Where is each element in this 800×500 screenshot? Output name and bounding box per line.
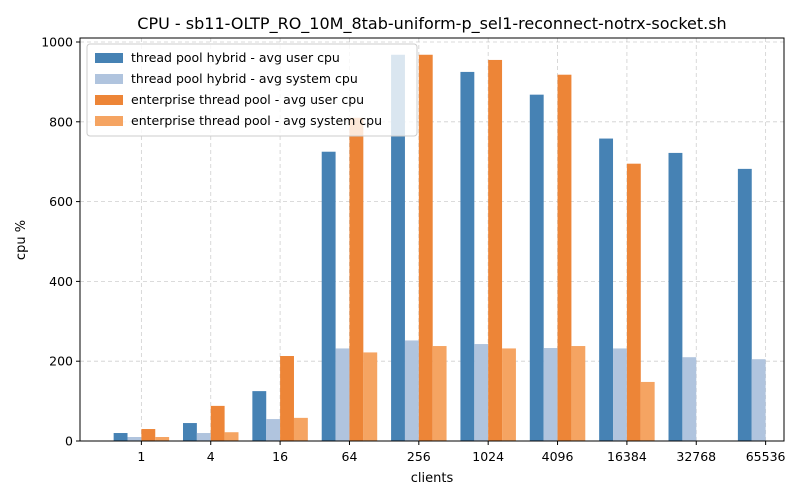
ticks-layer: 0 200 400 600 800 1000 1 4 16 64 256 1024 4096 16384 3… [41,34,785,464]
bar [737,168,752,441]
legend-swatch [95,116,123,126]
bar [488,59,503,441]
x-tick-label: 16 [272,449,288,464]
legend-label: enterprise thread pool - avg user cpu [131,92,364,107]
bar [599,138,614,442]
bar [404,340,419,441]
x-axis-label: clients [411,471,454,486]
legend-swatch [95,95,123,105]
legend: thread pool hybrid - avg user cpu thread … [86,43,418,137]
y-tick-label: 800 [49,114,73,129]
chart-title: CPU - sb11-OLTP_RO_10M_8tab-uniform-p_se… [137,14,726,34]
bar [626,163,641,442]
legend-label: enterprise thread pool - avg system cpu [131,113,382,128]
bar [418,54,433,441]
y-axis-label: cpu % [14,220,29,260]
bar [113,433,128,441]
y-tick-label: 400 [49,274,73,289]
bar [349,117,364,442]
bar [321,151,336,441]
bar [543,348,558,441]
y-tick-label: 1000 [41,34,73,49]
bar [335,348,350,441]
bar [363,352,378,441]
bar [529,94,544,441]
legend-swatch [95,53,123,63]
bar [391,54,405,441]
bar [155,437,170,441]
bar [252,391,267,441]
bar [293,417,308,441]
bar [141,429,156,441]
y-tick-label: 0 [65,434,73,449]
bar [196,433,211,441]
bar [751,359,766,441]
bar [460,71,475,442]
bar [682,357,697,441]
x-tick-label: 64 [342,449,358,464]
bar [210,405,225,441]
bar [474,344,489,441]
bar [502,348,516,441]
bar [224,432,239,441]
legend-swatch [95,74,123,84]
bar [571,346,586,441]
bar [668,152,683,441]
bars-layer [113,54,766,442]
bar [557,74,572,441]
x-tick-label: 4096 [542,449,574,464]
x-tick-label: 1 [137,449,145,464]
bar [266,419,281,441]
y-tick-label: 200 [49,354,73,369]
y-tick-label: 600 [49,194,73,209]
bar [613,348,627,441]
bar [640,381,655,441]
x-tick-label: 1024 [472,449,504,464]
bar [432,346,447,441]
legend-label: thread pool hybrid - avg user cpu [131,50,340,65]
bar [127,437,142,441]
plot-frame [79,37,785,442]
x-tick-label: 65536 [746,449,786,464]
legend-box [86,43,418,137]
bar [182,423,197,441]
x-tick-label: 4 [207,449,215,464]
bar [280,356,294,441]
x-tick-label: 16384 [607,449,647,464]
x-tick-label: 256 [407,449,431,464]
legend-label: thread pool hybrid - avg system cpu [131,71,358,86]
x-tick-label: 32768 [676,449,716,464]
